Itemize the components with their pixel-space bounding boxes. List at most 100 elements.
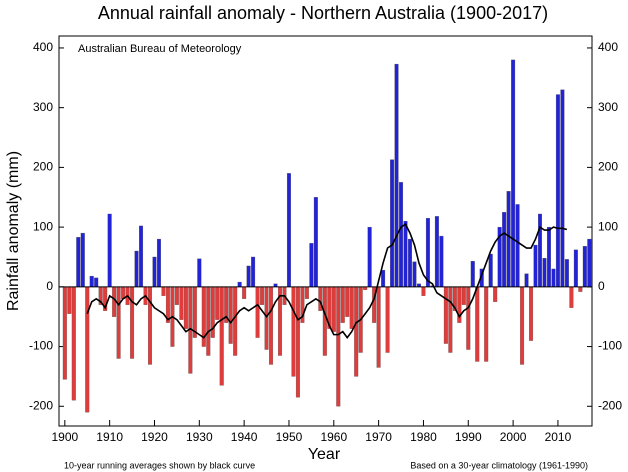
bar <box>237 281 242 287</box>
bar <box>152 256 157 287</box>
bar <box>71 286 76 401</box>
bar <box>582 246 587 287</box>
x-tick-label: 1940 <box>231 430 258 444</box>
bar <box>425 218 430 287</box>
y-tick-label: 0 <box>598 279 605 293</box>
bar <box>309 243 314 287</box>
y-tick-label: -100 <box>598 339 622 353</box>
bar <box>62 286 67 380</box>
bar <box>546 226 551 287</box>
bar <box>376 286 381 368</box>
x-tick-label: 1910 <box>96 430 123 444</box>
bar <box>174 286 179 305</box>
bar <box>349 286 354 329</box>
bar <box>260 286 265 305</box>
bar <box>538 213 542 287</box>
x-tick-label: 1990 <box>455 430 482 444</box>
bar <box>560 89 565 287</box>
bar <box>336 286 341 407</box>
source: Australian Bureau of Meteorology <box>78 43 242 55</box>
y-tick-label: 100 <box>33 219 53 233</box>
bar <box>354 286 359 377</box>
y-tick-label: 200 <box>33 160 53 174</box>
y-tick-label: -200 <box>598 398 622 412</box>
bar <box>466 286 471 350</box>
bar <box>340 286 345 323</box>
bar <box>206 286 211 356</box>
bar <box>381 269 386 287</box>
running-average <box>86 222 568 339</box>
bar <box>573 249 578 287</box>
bar <box>179 286 184 320</box>
bar <box>515 204 520 287</box>
bar <box>403 220 408 287</box>
bar <box>524 273 529 287</box>
bar <box>80 232 85 287</box>
y-tick-label: 300 <box>33 100 53 114</box>
bar <box>246 265 251 287</box>
bar <box>385 286 390 353</box>
bar <box>242 286 247 299</box>
bar <box>139 225 144 287</box>
bar <box>529 286 534 341</box>
x-tick-label: 1970 <box>365 430 392 444</box>
bar <box>304 286 309 299</box>
bar <box>255 286 260 338</box>
x-tick-label: 1900 <box>51 430 78 444</box>
bar <box>564 259 569 287</box>
y-tick-label: 400 <box>598 40 618 54</box>
bar <box>587 238 592 287</box>
x-tick-label: 1980 <box>410 430 437 444</box>
bar <box>67 286 72 314</box>
bar <box>251 256 256 287</box>
y-tick-label: -200 <box>29 398 53 412</box>
y-tick-label: -100 <box>29 339 53 353</box>
y-axis-label: Rainfall anomaly (mm) <box>5 151 22 311</box>
bar <box>161 286 166 296</box>
bar <box>107 213 112 287</box>
y-tick-label: 400 <box>33 40 53 54</box>
bar <box>156 238 161 287</box>
bar <box>130 286 135 359</box>
note: Based on a 30-year climatology (1961-199… <box>410 460 588 470</box>
bar <box>313 197 318 287</box>
bar <box>461 286 466 305</box>
bar <box>76 237 81 287</box>
bar <box>269 286 274 365</box>
x-tick-label: 1950 <box>276 430 303 444</box>
y-tick-label: 300 <box>598 100 618 114</box>
bar <box>412 261 417 287</box>
bar <box>421 286 426 296</box>
bar <box>89 275 94 287</box>
x-tick-label: 1960 <box>320 430 347 444</box>
bar <box>367 226 372 287</box>
bar <box>183 286 188 329</box>
bar <box>533 244 538 287</box>
bar <box>345 286 350 317</box>
bar <box>551 268 556 287</box>
y-tick-label: 200 <box>598 160 618 174</box>
bar <box>219 286 224 386</box>
bar <box>322 286 327 356</box>
bar <box>215 286 220 320</box>
bar <box>484 286 489 362</box>
bar <box>134 250 139 287</box>
bar <box>399 182 404 287</box>
bar <box>148 286 152 365</box>
bar <box>233 286 238 356</box>
y-tick-label: 100 <box>598 219 618 233</box>
bar <box>443 286 448 344</box>
bar <box>555 94 560 287</box>
x-tick-label: 2000 <box>500 430 527 444</box>
plot-frame <box>58 35 593 427</box>
bar <box>569 286 574 308</box>
bar <box>264 286 269 350</box>
bar <box>94 277 99 287</box>
bar <box>286 173 291 287</box>
bar <box>390 159 395 287</box>
bar <box>434 216 439 287</box>
bar <box>116 286 121 359</box>
bar <box>448 286 453 353</box>
bar <box>85 286 90 413</box>
